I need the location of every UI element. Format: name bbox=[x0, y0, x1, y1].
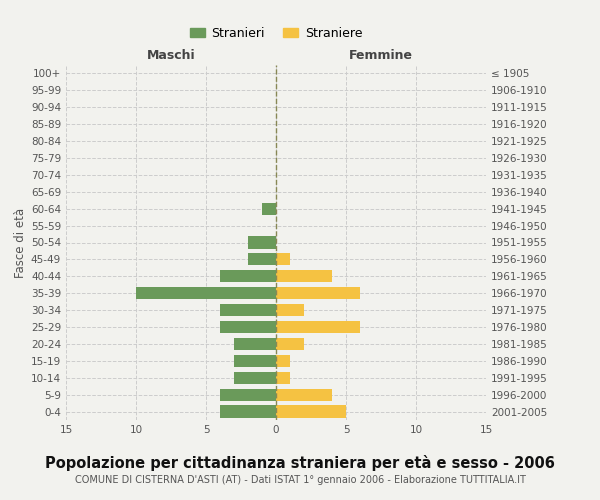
Bar bbox=[276, 287, 360, 300]
Bar bbox=[220, 304, 276, 316]
Text: Maschi: Maschi bbox=[146, 48, 196, 62]
Bar bbox=[220, 270, 276, 282]
Bar bbox=[276, 254, 290, 266]
Bar bbox=[276, 304, 304, 316]
Bar bbox=[220, 321, 276, 333]
Bar bbox=[276, 372, 290, 384]
Bar bbox=[262, 202, 276, 215]
Bar bbox=[276, 354, 290, 367]
Bar bbox=[276, 321, 360, 333]
Bar bbox=[276, 406, 346, 417]
Bar bbox=[220, 388, 276, 400]
Bar bbox=[276, 338, 304, 350]
Legend: Stranieri, Straniere: Stranieri, Straniere bbox=[185, 22, 367, 44]
Bar bbox=[234, 338, 276, 350]
Bar bbox=[234, 354, 276, 367]
Bar bbox=[234, 372, 276, 384]
Y-axis label: Fasce di età: Fasce di età bbox=[14, 208, 27, 278]
Bar bbox=[220, 406, 276, 417]
Text: Popolazione per cittadinanza straniera per età e sesso - 2006: Popolazione per cittadinanza straniera p… bbox=[45, 455, 555, 471]
Bar bbox=[248, 236, 276, 248]
Bar bbox=[248, 254, 276, 266]
Bar bbox=[276, 388, 332, 400]
Text: COMUNE DI CISTERNA D'ASTI (AT) - Dati ISTAT 1° gennaio 2006 - Elaborazione TUTTI: COMUNE DI CISTERNA D'ASTI (AT) - Dati IS… bbox=[74, 475, 526, 485]
Bar bbox=[136, 287, 276, 300]
Text: Femmine: Femmine bbox=[349, 48, 413, 62]
Bar bbox=[276, 270, 332, 282]
